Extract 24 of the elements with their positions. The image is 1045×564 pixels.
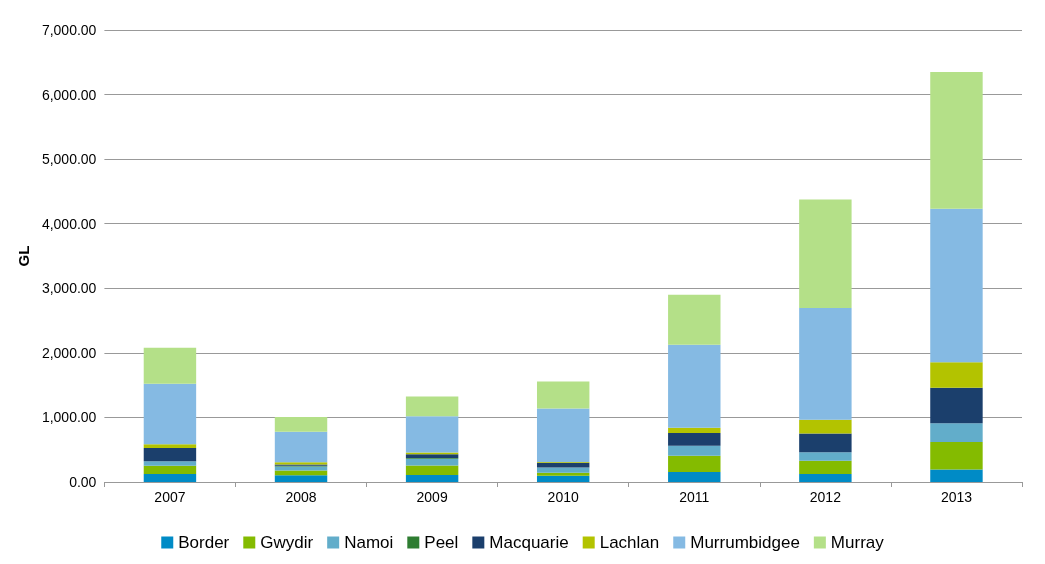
x-tick-label: 2009 <box>416 489 448 505</box>
legend-label: Gwydir <box>260 533 314 552</box>
legend-label: Peel <box>424 533 459 552</box>
y-axis-title: GL <box>15 245 32 267</box>
x-tick-label: 2012 <box>809 489 842 505</box>
y-tick-label: 3,000.00 <box>41 280 97 297</box>
x-tick-label: 2010 <box>547 489 579 505</box>
x-tick-label: 2011 <box>679 489 710 505</box>
y-tick-label: 4,000.00 <box>41 215 97 232</box>
y-tick-label: 7,000.00 <box>41 22 97 38</box>
y-tick-label: 0.00 <box>69 474 97 490</box>
legend-label: Border <box>178 533 230 552</box>
x-tick-label: 2008 <box>285 489 317 505</box>
legend-label: Macquarie <box>489 533 569 552</box>
y-tick-label: 5,000.00 <box>41 151 97 168</box>
legend-label: Lachlan <box>599 533 660 552</box>
x-tick-label: 2007 <box>154 489 186 505</box>
legend-label: Murrumbidgee <box>690 533 800 552</box>
y-tick-label: 1,000.00 <box>41 409 97 426</box>
y-tick-label: 2,000.00 <box>41 344 97 361</box>
x-tick-label: 2013 <box>940 489 973 505</box>
y-tick-label: 6,000.00 <box>41 86 97 103</box>
legend-label: Namoi <box>344 533 394 552</box>
legend-label: Murray <box>830 533 885 552</box>
